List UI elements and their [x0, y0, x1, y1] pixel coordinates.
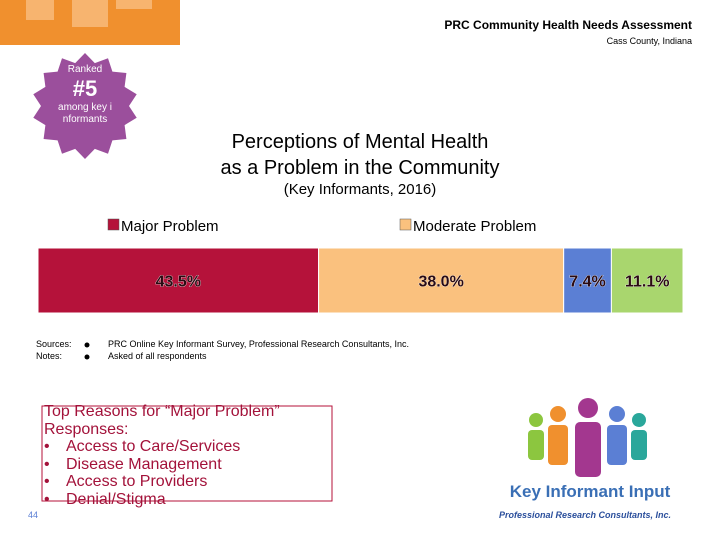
badge-star	[33, 53, 137, 159]
title-line: as a Problem in the Community	[220, 157, 500, 179]
value-label: 38.0%	[418, 274, 463, 291]
legend-swatch	[399, 218, 412, 231]
title-line: Perceptions of Mental Health	[231, 131, 489, 153]
value-label: 7.4%	[569, 274, 605, 291]
badge-ranked: Ranked	[67, 64, 103, 75]
sources-text: PRC Online Key Informant Survey, Profess…	[108, 339, 409, 349]
chart-title: Perceptions of Mental Health as a Proble…	[160, 129, 560, 181]
corner-square	[72, 0, 108, 27]
bullet	[84, 354, 90, 360]
reasons-list: Access to Care/ServicesDisease Managemen…	[44, 438, 332, 508]
badge-text: among key informants	[58, 102, 112, 125]
header-location: Cass County, Indiana	[606, 36, 692, 46]
corner-square	[116, 0, 152, 9]
legend-swatch	[107, 218, 120, 231]
bar-segment	[318, 247, 565, 314]
reasons: Top Reasons for “Major Problem” Response…	[44, 403, 332, 508]
reasons-heading: Top Reasons for “Major Problem” Response…	[44, 403, 280, 438]
bar-segment	[37, 247, 320, 314]
notes-label: Notes:	[36, 351, 63, 361]
reason-item: Denial/Stigma	[44, 491, 332, 509]
notes-text: Asked of all respondents	[108, 351, 207, 361]
logo-icon	[528, 398, 647, 477]
value-label: 43.5%	[156, 274, 201, 291]
bar-segment	[563, 247, 612, 314]
page-number: 44	[28, 510, 39, 520]
header-title: PRC Community Health Needs Assessment	[444, 18, 692, 32]
reason-item: Disease Management	[44, 456, 332, 474]
sources-label: Sources:	[36, 339, 72, 349]
legend-label: Major Problem	[121, 218, 219, 235]
legend-label: Moderate Problem	[413, 218, 536, 235]
reason-item: Access to Providers	[44, 473, 332, 491]
bar-segment	[610, 247, 684, 314]
logo-caption: Key Informant Input	[509, 482, 671, 501]
value-label: 11.1%	[625, 274, 669, 291]
logo-company: Professional Research Consultants, Inc.	[498, 510, 672, 520]
corner-square	[26, 0, 54, 20]
reason-item: Access to Care/Services	[44, 438, 332, 456]
bullet	[84, 342, 90, 348]
badge-rank: #5	[72, 76, 98, 101]
chart-subtitle: (Key Informants, 2016)	[283, 181, 437, 198]
